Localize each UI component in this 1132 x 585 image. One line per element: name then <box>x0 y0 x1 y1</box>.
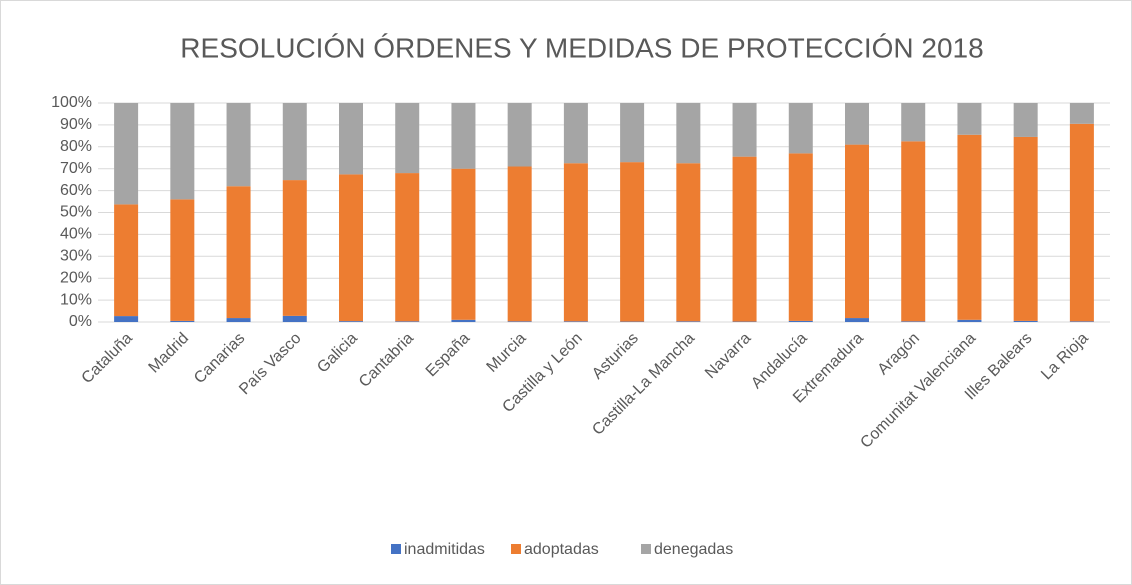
legend-label: adoptadas <box>524 541 599 558</box>
bar-segment <box>1013 136 1038 321</box>
bar-segment <box>1069 321 1094 322</box>
bar-segment <box>170 199 195 321</box>
y-tick-label: 0% <box>69 313 92 330</box>
bar-segment <box>620 162 645 322</box>
bar-segment <box>507 166 532 322</box>
bar-segment <box>451 168 476 320</box>
bar-segment <box>620 103 645 163</box>
bar-segment <box>339 174 363 322</box>
bar-segment <box>282 103 307 181</box>
y-tick-label: 10% <box>60 291 92 308</box>
bar-segment <box>1013 103 1038 137</box>
bar-segment <box>788 103 813 154</box>
bar-segment <box>845 103 869 145</box>
bar-segment <box>901 103 926 142</box>
bar-segment <box>788 320 813 322</box>
bar-segment <box>339 103 363 175</box>
bar-segment <box>563 321 588 322</box>
chart-title: RESOLUCIÓN ÓRDENES Y MEDIDAS DE PROTECCI… <box>180 32 983 63</box>
y-tick-label: 40% <box>60 226 92 243</box>
y-tick-label: 90% <box>60 116 92 133</box>
y-tick-label: 50% <box>60 204 92 221</box>
bar-segment <box>676 163 701 322</box>
bar-segment <box>114 204 139 317</box>
bar-segment <box>563 163 588 322</box>
bar-segment <box>1069 123 1094 322</box>
bar-segment <box>395 173 420 322</box>
bar-segment <box>170 320 195 322</box>
bar-segment <box>226 318 251 322</box>
bar-segment <box>451 103 476 169</box>
bar-segment <box>901 141 926 322</box>
y-tick-label: 20% <box>60 269 92 286</box>
y-tick-label: 100% <box>51 94 92 111</box>
legend-label: denegadas <box>654 541 733 558</box>
y-tick-label: 80% <box>60 138 92 155</box>
legend-swatch <box>511 544 521 554</box>
bar-segment <box>226 103 251 187</box>
bar-segment <box>395 103 420 174</box>
bar-segment <box>226 186 251 319</box>
bar-segment <box>282 315 307 322</box>
bar-segment <box>845 144 869 319</box>
bar-segment <box>901 321 926 322</box>
bar-segment <box>451 319 476 322</box>
bar-segment <box>282 180 307 316</box>
bar-segment <box>395 321 420 322</box>
bar-segment <box>676 321 701 322</box>
y-tick-label: 70% <box>60 160 92 177</box>
bar-segment <box>732 103 757 157</box>
y-tick-label: 60% <box>60 182 92 199</box>
bar-segment <box>1069 103 1094 124</box>
bar-segment <box>676 103 701 164</box>
bar-segment <box>1013 320 1038 322</box>
bar-segment <box>957 319 982 322</box>
y-tick-label: 30% <box>60 248 92 265</box>
bar-segment <box>788 153 813 321</box>
bar-segment <box>507 321 532 322</box>
bar-segment <box>845 318 869 322</box>
bar-segment <box>170 103 195 200</box>
bar-segment <box>957 103 982 135</box>
legend-label: inadmitidas <box>404 541 485 558</box>
bar-segment <box>563 103 588 164</box>
bar-segment <box>957 134 982 320</box>
bar-segment <box>114 316 139 322</box>
bar-segment <box>339 321 363 322</box>
legend-swatch <box>641 544 651 554</box>
bar-segment <box>114 103 139 205</box>
legend-swatch <box>391 544 401 554</box>
bar-segment <box>732 156 757 322</box>
bar-segment <box>507 103 532 167</box>
